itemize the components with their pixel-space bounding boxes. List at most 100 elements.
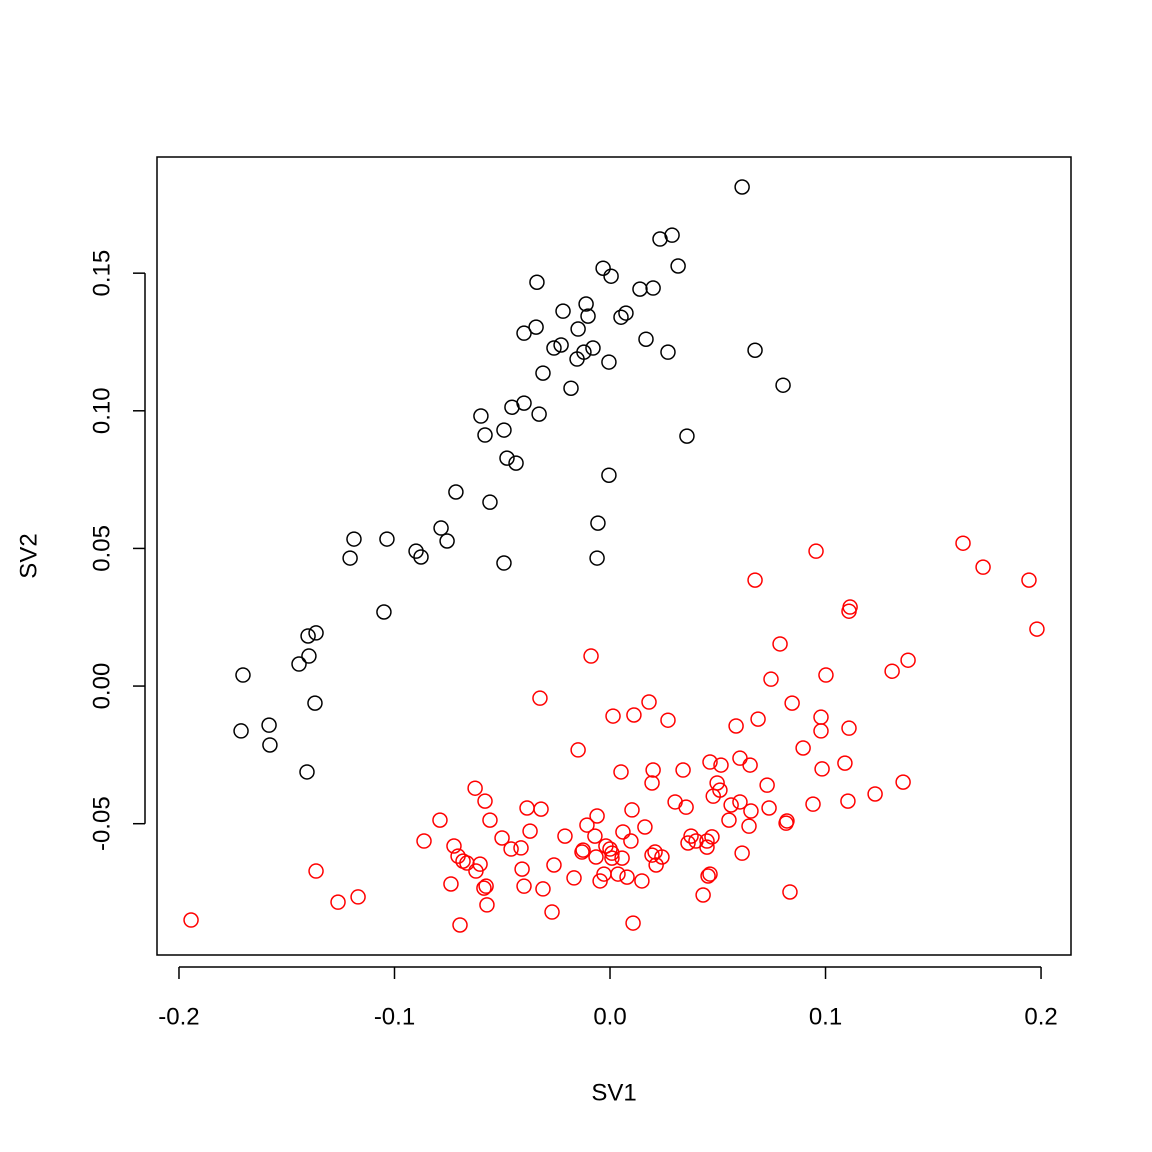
point [1021,572,1037,588]
point [700,868,716,884]
point [516,325,532,341]
point [473,408,489,424]
point [667,794,683,810]
point [533,801,549,817]
point [699,839,715,855]
point [702,866,718,882]
point [300,628,316,644]
point [750,711,766,727]
point [747,572,763,588]
point [557,828,573,844]
point [476,880,492,896]
point [743,803,759,819]
point [408,543,424,559]
point [494,830,510,846]
point [654,849,670,865]
point [723,797,739,813]
y-tick-label: 0.15 [88,250,115,297]
point [443,876,459,892]
point [683,828,699,844]
point [605,708,621,724]
point [778,815,794,831]
point [1029,621,1045,637]
point [261,717,277,733]
point [652,231,668,247]
point [413,549,429,565]
point [775,377,791,393]
point [613,764,629,780]
point [546,857,562,873]
point [604,845,620,861]
point [747,342,763,358]
point [330,894,346,910]
point [675,762,691,778]
point [522,823,538,839]
y-axis-label: SV2 [15,533,42,578]
point [496,422,512,438]
point [553,337,569,353]
point [818,667,834,683]
point [634,873,650,889]
point [308,863,324,879]
point [678,799,694,815]
point [535,881,551,897]
point [299,764,315,780]
point [555,303,571,319]
point [528,319,544,335]
point [376,604,392,620]
point [644,775,660,791]
point [712,782,728,798]
point [342,550,358,566]
point [482,812,498,828]
point [570,321,586,337]
point [513,840,529,856]
point [772,636,788,652]
point [670,258,686,274]
point [679,428,695,444]
point [233,723,249,739]
point [955,535,971,551]
point [645,762,661,778]
point [508,455,524,471]
point [648,857,664,873]
point [588,849,604,865]
point [532,690,548,706]
point [645,280,661,296]
point [732,750,748,766]
point [478,878,494,894]
point [601,467,617,483]
point [350,889,366,905]
point [516,878,532,894]
x-tick-label: 0.2 [1024,1003,1057,1030]
point [614,850,630,866]
x-tick-label: -0.2 [158,1003,199,1030]
point [235,667,251,683]
point [702,754,718,770]
point [587,828,603,844]
point [514,861,530,877]
y-tick-label: -0.05 [88,796,115,851]
point [680,835,696,851]
point [734,845,750,861]
point [585,340,601,356]
point [641,694,657,710]
point [589,550,605,566]
point [563,380,579,396]
point [637,819,653,835]
point [519,800,535,816]
point [590,515,606,531]
point [741,818,757,834]
point [595,260,611,276]
point [625,915,641,931]
point [742,757,758,773]
point [841,603,857,619]
point [578,296,594,312]
point [308,625,324,641]
x-tick-label: 0.0 [593,1003,626,1030]
point [660,712,676,728]
point [813,709,829,725]
point [784,695,800,711]
point [583,648,599,664]
